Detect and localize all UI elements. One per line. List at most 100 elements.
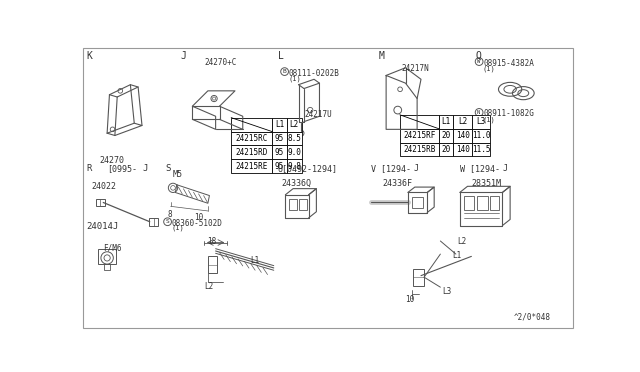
Text: 24014J: 24014J: [86, 222, 118, 231]
Text: N: N: [477, 110, 480, 115]
Bar: [472, 142, 490, 156]
Text: 20: 20: [442, 131, 451, 140]
Bar: [438, 142, 454, 156]
Text: 24336F: 24336F: [382, 179, 412, 188]
Bar: [287, 159, 301, 173]
Text: 24217N: 24217N: [402, 64, 429, 73]
Text: 11.5: 11.5: [472, 145, 490, 154]
Text: 24336Q: 24336Q: [282, 179, 312, 188]
Bar: [95, 199, 105, 206]
Text: M5: M5: [173, 170, 183, 179]
Text: 95: 95: [275, 162, 284, 171]
Text: 9.8: 9.8: [287, 162, 301, 171]
Text: B: B: [282, 69, 286, 74]
Bar: [454, 115, 472, 129]
Text: S: S: [165, 164, 171, 173]
Text: ^2/0*048: ^2/0*048: [514, 313, 551, 322]
Text: L1: L1: [442, 117, 451, 126]
Bar: [231, 132, 272, 145]
Text: J: J: [142, 164, 147, 173]
Bar: [149, 218, 158, 225]
Bar: [287, 145, 301, 159]
Text: J: J: [413, 164, 419, 173]
Text: L2: L2: [458, 117, 467, 126]
Text: L2: L2: [458, 237, 467, 246]
Text: 24215RD: 24215RD: [236, 148, 268, 157]
Bar: [287, 132, 301, 145]
Bar: [287, 118, 301, 132]
Text: [0995-: [0995-: [107, 164, 137, 173]
Text: L1: L1: [250, 256, 260, 265]
Text: U[0492-1294]: U[0492-1294]: [278, 164, 338, 173]
Bar: [463, 196, 474, 210]
Text: R: R: [86, 164, 92, 173]
Text: 8.5: 8.5: [287, 134, 301, 143]
Text: 08911-1082G: 08911-1082G: [483, 109, 534, 118]
Text: 08360-5102D: 08360-5102D: [172, 219, 222, 228]
Bar: [454, 142, 472, 156]
Text: 11.0: 11.0: [472, 131, 490, 140]
Bar: [231, 145, 272, 159]
Text: L3: L3: [476, 117, 486, 126]
Bar: [104, 264, 110, 270]
Text: L1: L1: [452, 251, 461, 260]
Text: (1): (1): [483, 65, 496, 72]
Text: J: J: [180, 51, 187, 61]
Bar: [438, 129, 454, 142]
Text: F/M6: F/M6: [103, 243, 122, 252]
Text: (1): (1): [289, 76, 301, 82]
Bar: [289, 199, 297, 210]
Bar: [300, 199, 307, 210]
Text: L2: L2: [290, 120, 299, 129]
Text: 9.0: 9.0: [287, 148, 301, 157]
Text: 24270: 24270: [99, 156, 124, 165]
Text: 95: 95: [275, 134, 284, 143]
Bar: [477, 196, 488, 210]
Text: 28351M: 28351M: [472, 179, 501, 188]
Bar: [472, 115, 490, 129]
Bar: [400, 129, 438, 142]
Text: 24215RC: 24215RC: [236, 134, 268, 143]
Text: L3: L3: [443, 287, 452, 296]
Text: M: M: [378, 51, 384, 61]
Bar: [272, 145, 287, 159]
Text: 24022: 24022: [92, 182, 116, 191]
Text: K: K: [86, 51, 92, 61]
Text: 140: 140: [456, 131, 470, 140]
Text: L2: L2: [204, 282, 213, 291]
Text: W: W: [477, 59, 480, 64]
Text: 08915-4382A: 08915-4382A: [483, 58, 534, 67]
Bar: [438, 115, 454, 129]
Bar: [231, 118, 272, 132]
Bar: [272, 118, 287, 132]
Bar: [412, 197, 422, 208]
Bar: [208, 256, 217, 273]
Text: 24215RB: 24215RB: [403, 145, 435, 154]
Text: J: J: [502, 164, 508, 173]
Text: 140: 140: [456, 145, 470, 154]
Text: 24217U: 24217U: [304, 110, 332, 119]
Text: 24215RF: 24215RF: [403, 131, 435, 140]
Text: 8: 8: [168, 210, 172, 219]
Bar: [400, 115, 438, 129]
Text: 95: 95: [275, 148, 284, 157]
Text: Q: Q: [476, 51, 481, 61]
Text: 24270+C: 24270+C: [204, 58, 236, 67]
Bar: [472, 129, 490, 142]
Bar: [490, 196, 499, 210]
Bar: [98, 249, 116, 264]
Text: 10: 10: [194, 212, 203, 221]
Text: (1): (1): [172, 225, 184, 231]
Text: 18: 18: [207, 237, 216, 246]
Text: L1: L1: [275, 120, 284, 129]
Bar: [400, 142, 438, 156]
Bar: [272, 132, 287, 145]
Text: 08111-0202B: 08111-0202B: [289, 68, 339, 77]
Bar: [413, 269, 424, 286]
Text: L: L: [278, 51, 284, 61]
Text: (1): (1): [483, 116, 496, 123]
Text: 20: 20: [442, 145, 451, 154]
Text: S: S: [165, 219, 169, 224]
Bar: [272, 159, 287, 173]
Bar: [454, 129, 472, 142]
